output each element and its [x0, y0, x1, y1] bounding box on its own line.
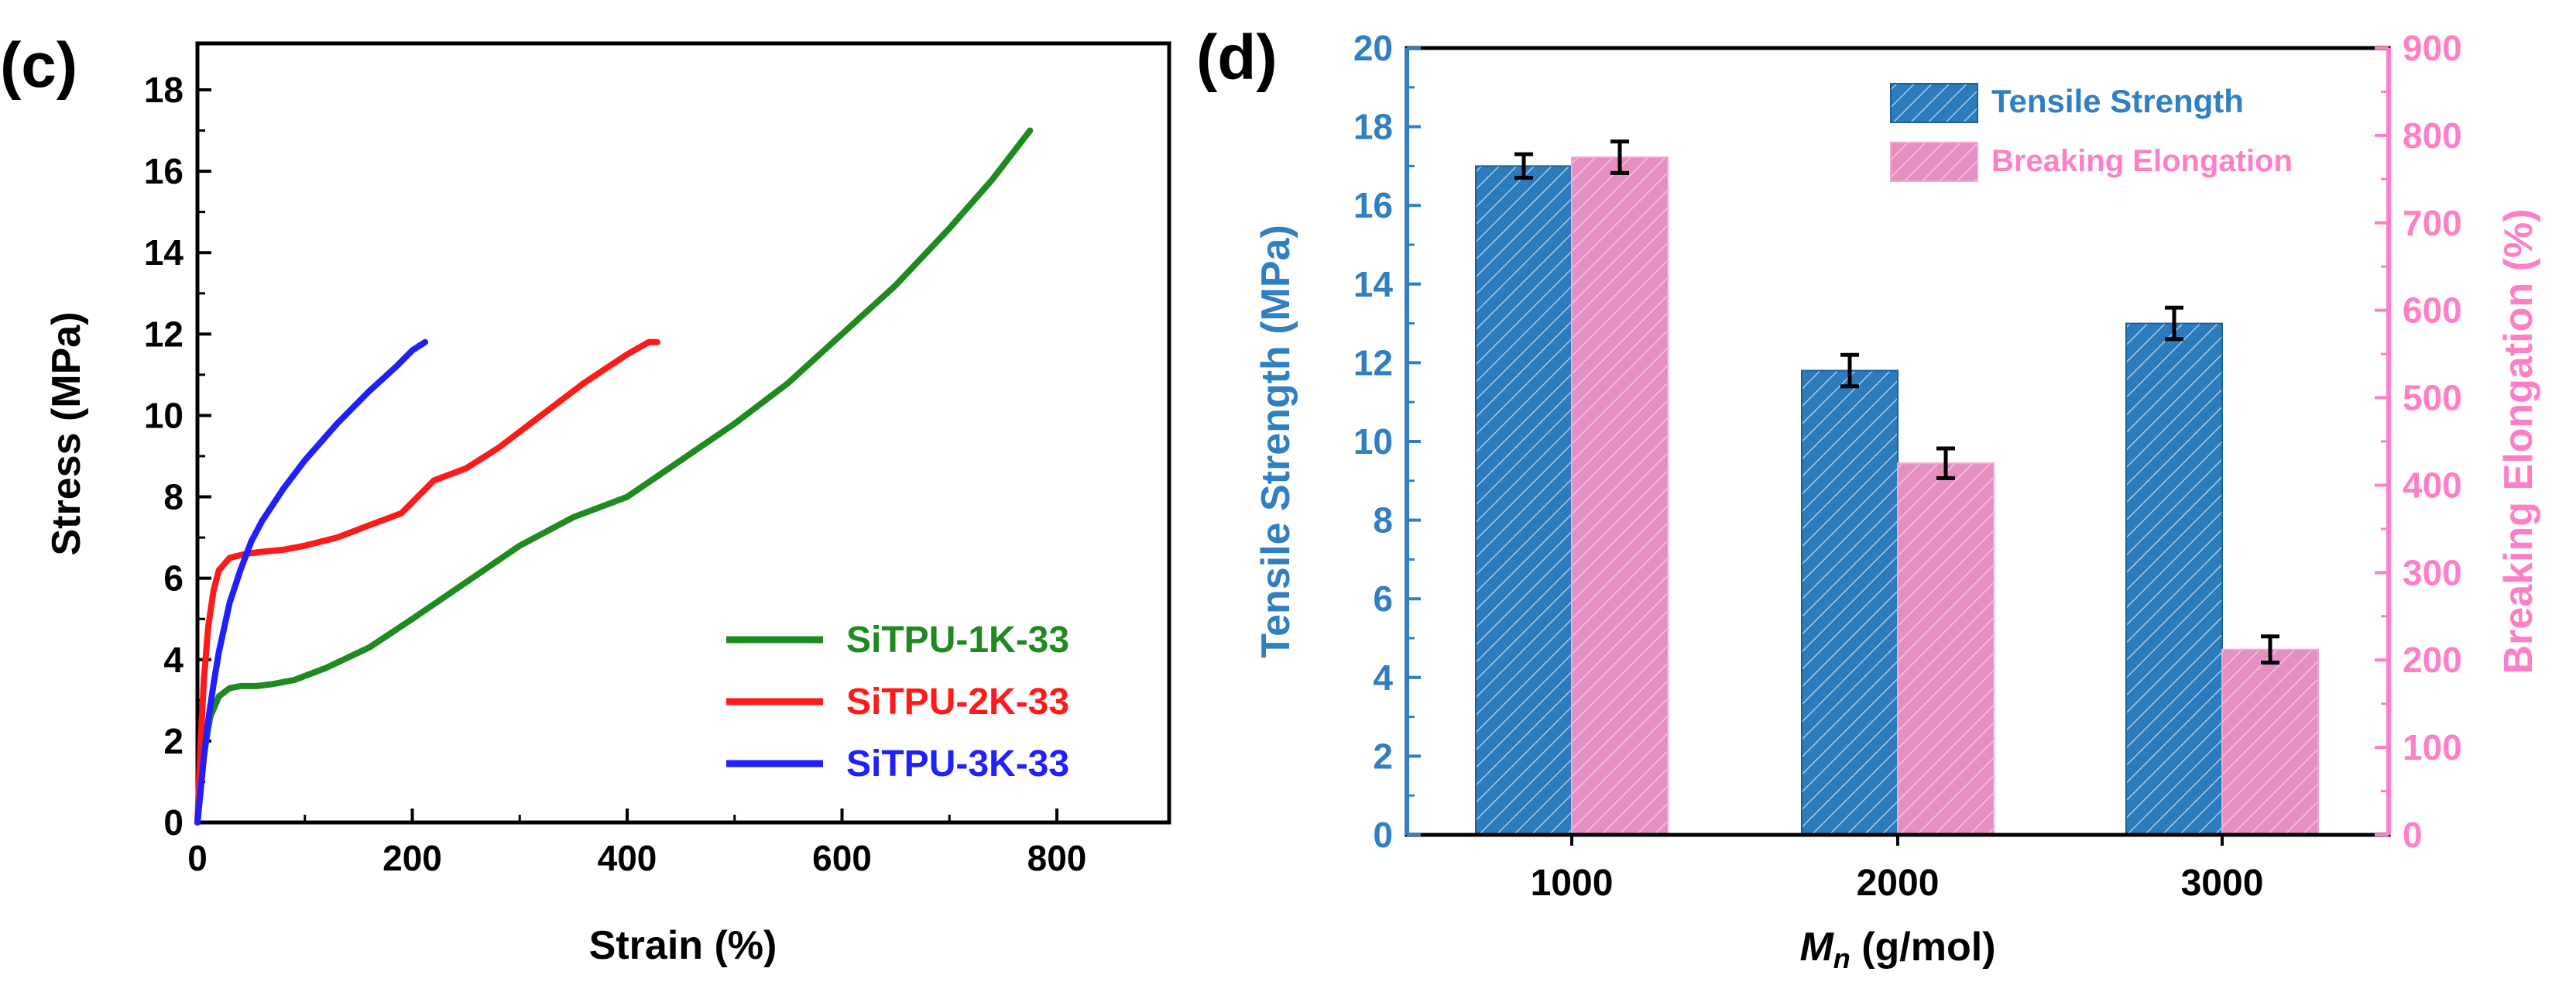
panel-c-series-line-1	[194, 127, 1034, 826]
panel-d-error-bar-breaking-elongation	[1610, 139, 1629, 175]
panel-d-left-axis: 0 2 4 6 8 10 12 14 16 18 20	[1353, 28, 1421, 855]
panel-c-legend-label: SiTPU-2K-33	[846, 682, 1069, 723]
panel-d-right-tick-label: 0	[2403, 815, 2423, 855]
panel-c-legend-label: SiTPU-3K-33	[846, 743, 1069, 785]
panel-d-left-tick-label: 8	[1373, 500, 1393, 541]
panel-c-series-line-3	[194, 338, 429, 826]
panel-d-error-bar-tensile-strength	[2165, 305, 2183, 342]
panel-c-y-axis-title: Stress (MPa)	[44, 312, 89, 556]
panel-d-right-tick-label: 600	[2403, 290, 2462, 331]
panel-c-y-axis: 0 2 4 6 8 10 12 14 16 18	[144, 70, 211, 843]
panel-c-x-tick-label: 200	[382, 838, 442, 878]
panel-d-left-tick-label: 14	[1353, 264, 1394, 304]
panel-d-legend-swatch-elongation	[1890, 142, 1978, 182]
panel-c-y-tick-label: 12	[144, 314, 184, 354]
panel-d-right-axis: 0 100 200 300 400 500 600 700 800 900	[2375, 28, 2462, 855]
panel-c-x-tick-label: 0	[187, 838, 208, 878]
panel-d-x-axis: 1000 2000 3000	[1531, 835, 2264, 904]
panel-d-left-tick-label: 10	[1353, 421, 1393, 462]
panel-d-bar-chart: (d) 0 2 4 6 8 10 12 14 16 18 20 0 100 200 300 400 500 60…	[1196, 22, 2541, 974]
panel-d-right-axis-title: Breaking Elongation (%)	[2496, 209, 2541, 675]
panel-d-right-tick-label: 800	[2403, 115, 2462, 156]
panel-d-x-tick-label: 1000	[1531, 863, 1614, 904]
panel-d-bar-breaking-elongation	[1571, 156, 1669, 836]
panel-d-bar-tensile-strength	[1801, 369, 1899, 836]
panel-d-bar-tensile-strength	[2125, 322, 2223, 836]
panel-c-series-line-2	[194, 338, 660, 826]
panel-c-x-tick-label: 800	[1027, 838, 1087, 878]
panel-d-error-bar-breaking-elongation	[1936, 446, 1955, 480]
panel-d-error-bar-tensile-strength	[1840, 352, 1859, 389]
panel-c-legend-label: SiTPU-1K-33	[846, 620, 1069, 661]
panel-d-left-tick-label: 12	[1353, 342, 1393, 383]
panel-d-right-tick-label: 700	[2403, 203, 2462, 243]
panel-d-x-tick-label: 2000	[1857, 863, 1940, 904]
panel-d-bar-tensile-strength	[1475, 165, 1573, 836]
panel-d-left-tick-label: 4	[1373, 658, 1393, 698]
panel-d-right-tick-label: 400	[2403, 465, 2462, 505]
panel-c-y-tick-label: 10	[144, 395, 184, 435]
panel-c-label: (c)	[0, 30, 77, 101]
panel-c-plot-frame	[195, 41, 1171, 825]
panel-c-x-tick-label: 400	[598, 838, 657, 878]
panel-d-legend-label-tensile: Tensile Strength	[1991, 83, 2244, 119]
panel-d-right-tick-label: 200	[2403, 640, 2462, 680]
panel-c-x-axis: 0 200 400 600 800	[187, 809, 1086, 878]
panel-d-x-axis-title: Mn (g/mol)	[1799, 925, 1995, 974]
panel-d-right-tick-label: 900	[2403, 28, 2462, 68]
panel-d-right-tick-label: 100	[2403, 727, 2462, 767]
panel-d-left-tick-label: 16	[1353, 185, 1393, 225]
panel-c-series	[194, 127, 1034, 826]
panel-c-y-tick-label: 16	[144, 151, 184, 191]
panel-d-left-tick-label: 18	[1353, 107, 1393, 147]
panel-d-error-bars	[1514, 139, 2279, 665]
panel-d-left-tick-label: 6	[1373, 579, 1393, 619]
panel-d-bar-breaking-elongation	[2221, 648, 2319, 836]
panel-d-right-tick-label: 300	[2403, 552, 2462, 592]
panel-d-left-axis-title: Tensile Strength (MPa)	[1254, 225, 1298, 658]
panel-c-line-chart: (c) 0 2 4 6 8 10 12 14 16 18 0 200 400 600 800 Stress…	[0, 30, 1171, 968]
panel-d-legend: Tensile Strength Breaking Elongation	[1890, 83, 2293, 182]
panel-c-x-axis-title: Strain (%)	[589, 923, 777, 968]
panel-c-y-tick-label: 6	[163, 558, 184, 599]
panel-c-x-tick-label: 600	[812, 838, 872, 878]
panel-d-label: (d)	[1196, 22, 1278, 93]
panel-d-bars	[1475, 156, 2319, 836]
panel-d-legend-label-elongation: Breaking Elongation	[1991, 144, 2293, 178]
panel-d-error-bar-tensile-strength	[1514, 152, 1533, 180]
panel-c-y-tick-label: 14	[144, 232, 184, 273]
panel-c-legend: SiTPU-1K-33 SiTPU-2K-33 SiTPU-3K-33	[726, 620, 1069, 785]
panel-c-y-tick-label: 8	[163, 477, 184, 517]
panel-c-y-tick-label: 0	[163, 802, 184, 843]
panel-d-legend-swatch-tensile	[1890, 83, 1978, 123]
panel-d-bar-breaking-elongation	[1897, 462, 1995, 836]
panel-c-y-tick-label: 18	[144, 70, 184, 110]
panel-d-left-tick-label: 2	[1373, 736, 1393, 776]
panel-d-left-tick-label: 20	[1353, 28, 1393, 68]
panel-c-y-tick-label: 4	[163, 640, 184, 680]
panel-d-x-tick-label: 3000	[2181, 863, 2264, 904]
panel-c-y-tick-label: 2	[163, 721, 184, 761]
panel-d-left-tick-label: 0	[1373, 815, 1393, 855]
panel-d-right-tick-label: 500	[2403, 378, 2462, 418]
panel-d-error-bar-breaking-elongation	[2261, 634, 2279, 665]
